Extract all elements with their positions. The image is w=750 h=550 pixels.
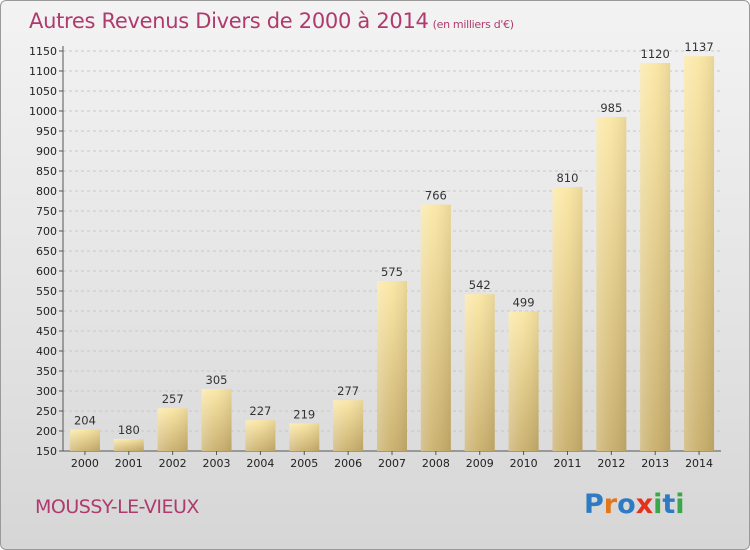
- bar-shine: [464, 294, 495, 451]
- x-tick-label: 2014: [685, 457, 713, 470]
- x-tick-label: 2006: [334, 457, 362, 470]
- x-tick-label: 2011: [553, 457, 581, 470]
- y-tick-label: 550: [36, 285, 57, 298]
- x-tick-label: 2000: [71, 457, 99, 470]
- x-tick-label: 2002: [159, 457, 187, 470]
- bar-shine: [377, 281, 407, 451]
- x-tick-label: 2007: [378, 457, 406, 470]
- bar-value-label: 766: [425, 189, 447, 203]
- y-tick-label: 1050: [29, 85, 57, 98]
- bar-value-label: 204: [74, 413, 96, 427]
- logo-letter: P: [584, 489, 604, 520]
- y-tick-label: 1100: [29, 65, 57, 78]
- bar-value-label: 1120: [641, 47, 670, 61]
- bar-value-label: 575: [381, 265, 403, 279]
- y-tick-label: 1150: [29, 45, 57, 58]
- x-tick-labels: 2000 2001 2002 2003 2004 2005 2006 2007 2008 2009…: [71, 451, 713, 470]
- bar-value-label: 305: [206, 373, 228, 387]
- x-tick-label: 2004: [246, 457, 274, 470]
- logo-letter: x: [635, 489, 654, 520]
- bar-shine: [245, 420, 276, 451]
- chart-subtitle: (en milliers d'€): [432, 18, 514, 31]
- bar-value-label: 499: [513, 295, 535, 309]
- y-tick-label: 950: [36, 125, 57, 138]
- bar-shine: [113, 439, 144, 451]
- y-tick-label: 750: [36, 205, 57, 218]
- bar-value-label: 1137: [684, 40, 713, 54]
- x-tick-label: 2005: [290, 457, 318, 470]
- proxiti-logo[interactable]: Proxiti: [584, 489, 685, 520]
- y-tick-label: 850: [36, 165, 57, 178]
- y-tick-label: 700: [36, 225, 57, 238]
- bars: [69, 56, 715, 451]
- value-labels: 204 180 257 305 227 219 277 575 766 542 499 810 985 1…: [74, 40, 714, 437]
- logo-letter: r: [603, 489, 618, 520]
- x-tick-label: 2013: [641, 457, 669, 470]
- bar-shine: [640, 63, 671, 451]
- y-tick-label: 300: [36, 385, 57, 398]
- bar-value-label: 257: [162, 392, 184, 406]
- y-tick-label: 450: [36, 325, 57, 338]
- y-tick-label: 900: [36, 145, 57, 158]
- bar-shine: [552, 187, 583, 451]
- bar-value-label: 180: [118, 423, 140, 437]
- bar-shine: [289, 423, 320, 451]
- chart-title-text: Autres Revenus Divers de 2000 à 2014: [29, 9, 429, 33]
- y-tick-label: 600: [36, 265, 57, 278]
- x-tick-label: 2012: [597, 457, 625, 470]
- bar-shine: [420, 204, 451, 451]
- logo-letter: t: [662, 489, 676, 520]
- x-tick-label: 2003: [203, 457, 231, 470]
- y-tick-label: 650: [36, 245, 57, 258]
- chart-title: Autres Revenus Divers de 2000 à 2014 (en …: [29, 9, 514, 33]
- bar-shine: [333, 400, 364, 451]
- bar-value-label: 542: [469, 278, 491, 292]
- y-tick-label: 250: [36, 405, 57, 418]
- y-tick-label: 150: [36, 445, 57, 458]
- logo-letter: i: [653, 489, 663, 520]
- bar-value-label: 277: [337, 384, 359, 398]
- bar-value-label: 810: [556, 171, 578, 185]
- x-tick-label: 2001: [115, 457, 143, 470]
- bar-shine: [157, 408, 188, 451]
- bar-value-label: 219: [293, 407, 315, 421]
- bar-shine: [69, 429, 100, 451]
- y-tick-label: 200: [36, 425, 57, 438]
- x-tick-label: 2008: [422, 457, 450, 470]
- x-tick-label: 2010: [510, 457, 538, 470]
- bar-shine: [508, 311, 539, 451]
- y-tick-labels: 150 200 250 300 350 400 450 500 550 600 650 700 750 8…: [29, 45, 57, 458]
- logo-letter: i: [675, 489, 685, 520]
- y-tick-label: 500: [36, 305, 57, 318]
- y-tick-label: 400: [36, 345, 57, 358]
- y-tick-label: 1000: [29, 105, 57, 118]
- y-tick-label: 350: [36, 365, 57, 378]
- y-tick-label: 800: [36, 185, 57, 198]
- bar-value-label: 985: [600, 101, 622, 115]
- bar-value-label: 227: [249, 404, 271, 418]
- x-tick-label: 2009: [466, 457, 494, 470]
- commune-name: MOUSSY-LE-VIEUX: [35, 496, 199, 518]
- bar-shine: [596, 117, 627, 451]
- bar-shine: [201, 389, 232, 451]
- logo-letter: o: [617, 489, 636, 520]
- bar-shine: [684, 56, 715, 451]
